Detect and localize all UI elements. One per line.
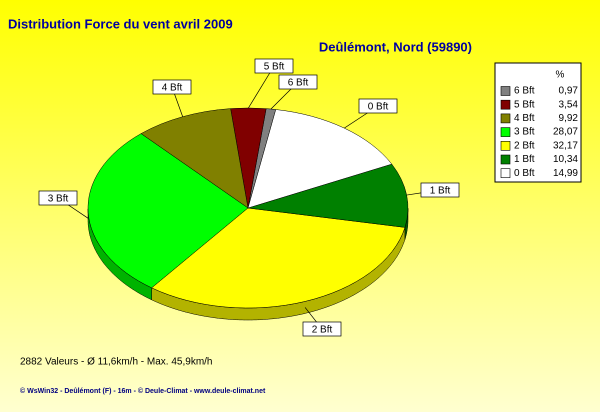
legend-value: 0,97 bbox=[559, 86, 579, 97]
legend-swatch bbox=[500, 99, 511, 110]
legend-swatch bbox=[500, 141, 511, 151]
slice bbox=[151, 207, 406, 309]
legend-label: 2 Bft bbox=[514, 140, 535, 151]
callout-box bbox=[420, 182, 460, 198]
callout-label: 2 Bft bbox=[312, 325, 333, 336]
callout-box bbox=[358, 98, 398, 114]
legend-swatch bbox=[500, 86, 511, 96]
legend-value: 28,07 bbox=[553, 127, 578, 138]
callout-box bbox=[152, 79, 192, 95]
callout-box bbox=[38, 190, 78, 206]
callout-label: 3 Bft bbox=[48, 194, 69, 205]
callout-label: 6 Bft bbox=[288, 78, 309, 89]
callout-box bbox=[254, 58, 294, 74]
footer: 2882 Valeurs - Ø 11,6km/h - Max. 45,9km/… bbox=[20, 357, 213, 368]
legend-label: 0 Bft bbox=[514, 168, 535, 179]
legend-label: 1 Bft bbox=[514, 154, 535, 165]
legend-value: 9,92 bbox=[559, 113, 579, 124]
legend-swatch bbox=[500, 154, 511, 165]
legend-swatch bbox=[500, 113, 511, 124]
legend-header: % bbox=[556, 70, 565, 81]
legend-label: 6 Bft bbox=[514, 86, 535, 97]
slice bbox=[247, 109, 393, 209]
slice bbox=[140, 108, 249, 209]
legend-value: 32,17 bbox=[553, 140, 578, 151]
legend-swatch bbox=[500, 127, 511, 137]
callout-box bbox=[302, 321, 342, 337]
legend-swatch bbox=[500, 168, 511, 178]
slice bbox=[87, 133, 249, 289]
callout-label: 0 Bft bbox=[368, 102, 389, 113]
legend-label: 5 Bft bbox=[514, 99, 535, 110]
legend-label: 3 Bft bbox=[514, 127, 535, 138]
callout-label: 1 Bft bbox=[430, 186, 451, 197]
callout-label: 4 Bft bbox=[162, 83, 183, 94]
chart-subtitle: Deûlémont, Nord (59890) bbox=[319, 39, 472, 54]
legend-value: 14,99 bbox=[553, 168, 578, 179]
legend-value: 3,54 bbox=[559, 99, 579, 110]
legend-label: 4 Bft bbox=[514, 113, 535, 124]
callout-box bbox=[278, 74, 318, 90]
credit: © WsWin32 - Deûlémont (F) - 16m - © Deul… bbox=[20, 387, 266, 395]
legend-value: 10,34 bbox=[553, 154, 578, 165]
chart-title: Distribution Force du vent avril 2009 bbox=[8, 16, 233, 31]
callout-label: 5 Bft bbox=[264, 62, 285, 73]
